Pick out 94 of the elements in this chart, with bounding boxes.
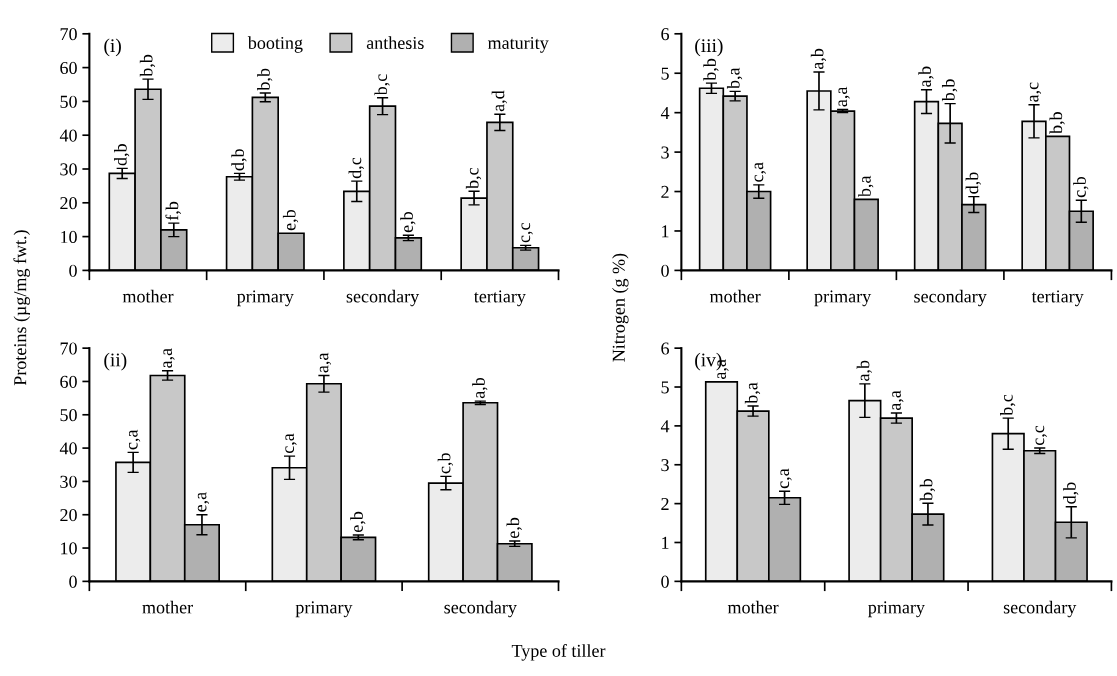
y-tick-label: 3	[661, 146, 669, 159]
data-label: b,a	[858, 175, 874, 198]
y-tick-label: 60	[60, 61, 77, 75]
x-tick-label: secondary	[444, 600, 517, 618]
data-label: b,a	[726, 67, 743, 90]
data-label: a,b	[856, 360, 872, 381]
data-label: b,c	[465, 167, 482, 189]
x-tick-label: primary	[868, 601, 925, 618]
y-tick-label: 1	[662, 536, 669, 549]
y-tick-label: 3	[661, 459, 669, 472]
y-tick-label: 50	[60, 409, 77, 422]
y-tick-label: 6	[661, 342, 670, 355]
data-label: a,a	[319, 352, 332, 373]
data-label: a,a	[163, 348, 175, 368]
x-axis-title: Type of tiller	[511, 644, 606, 661]
data-label: a,b	[810, 48, 827, 70]
y-tick-label: 2	[661, 497, 669, 510]
data-label: b,a	[744, 382, 761, 404]
data-label: d,b	[965, 172, 981, 194]
data-label: a,b	[472, 377, 488, 399]
y-tick-label: 4	[660, 107, 670, 119]
y-tick-label: 40	[59, 129, 77, 142]
x-tick-label: primary	[295, 601, 353, 618]
x-tick-label: mother	[142, 600, 193, 614]
y-tick-label: 0	[69, 575, 77, 588]
y-tick-label: 70	[60, 28, 77, 41]
data-label: e,b	[350, 511, 366, 533]
data-label: c,a	[754, 162, 766, 182]
x-tick-label: tertiary	[1031, 290, 1084, 307]
data-label: c,a	[780, 468, 792, 489]
x-tick-label: mother	[122, 289, 174, 303]
data-label: e,a	[197, 492, 210, 512]
y-tick-label: 2	[661, 185, 669, 198]
data-label: c,b	[1073, 176, 1089, 198]
data-label: b,b	[703, 58, 719, 81]
data-label: d,c	[348, 157, 364, 179]
x-tick-label: mother	[727, 600, 779, 614]
y-tick-label: 20	[60, 508, 77, 522]
data-label: c,a	[285, 433, 297, 454]
x-tick-label: tertiary	[473, 290, 526, 307]
data-label: a,d	[491, 90, 507, 112]
y-tick-label: 0	[661, 264, 669, 277]
y-tick-label: 5	[661, 67, 669, 80]
data-label: a,b	[918, 66, 934, 87]
y-tick-label: 70	[60, 342, 77, 355]
data-label: b,b	[919, 479, 936, 501]
y-tick-label: 60	[60, 375, 77, 388]
legend-label: anthesis	[366, 36, 424, 50]
legend-label: maturity	[487, 36, 549, 53]
x-tick-label: secondary	[346, 289, 420, 307]
data-label: a,a	[892, 390, 904, 411]
x-tick-label: primary	[814, 290, 872, 307]
data-label: b,b	[941, 79, 958, 102]
data-label: c,a	[128, 429, 141, 450]
y-tick-label: 20	[60, 197, 77, 210]
data-label: b,c	[374, 74, 390, 96]
y-tick-label: 6	[661, 28, 670, 41]
y-tick-label: 0	[69, 264, 77, 277]
data-label: d,b	[114, 144, 130, 166]
y-tick-label: 30	[60, 475, 77, 488]
legend-label: booting	[247, 36, 303, 53]
data-label: f,b	[165, 201, 181, 221]
data-label: c,c	[1035, 425, 1047, 446]
data-label: b,c	[1000, 394, 1016, 416]
data-label: c,b	[437, 453, 454, 474]
y-tick-label: 4	[660, 420, 670, 433]
x-tick-label: mother	[709, 289, 761, 303]
y-axis-title: Nitrogen (g %)	[612, 253, 629, 362]
data-label: e,b	[506, 517, 522, 539]
x-tick-label: secondary	[1003, 600, 1077, 618]
data-label: d,b	[231, 149, 247, 171]
y-tick-label: 10	[61, 542, 77, 555]
data-label: a,c	[1029, 82, 1042, 102]
y-tick-label: 10	[61, 230, 77, 244]
y-tick-label: 30	[60, 163, 77, 176]
x-tick-label: primary	[237, 290, 294, 307]
x-tick-label: secondary	[914, 289, 987, 307]
data-label: a,a	[838, 86, 850, 107]
y-tick-label: 40	[59, 442, 77, 455]
y-tick-label: 5	[661, 381, 669, 394]
y-axis-title: Proteins (µg/mg fwt.)	[13, 230, 31, 386]
data-label: b,b	[257, 68, 273, 91]
y-tick-label: 0	[661, 575, 669, 588]
chart-title: (iii)	[695, 38, 723, 57]
data-label: e,b	[400, 212, 416, 233]
y-tick-label: 1	[662, 225, 669, 238]
chart-title: (ii)	[104, 352, 127, 371]
data-label: e,b	[282, 209, 299, 231]
data-label: b,b	[139, 54, 156, 77]
y-tick-label: 50	[60, 95, 77, 108]
data-label: d,b	[1063, 482, 1079, 504]
chart-title: (i)	[104, 38, 121, 57]
data-label: b,b	[1049, 112, 1065, 134]
data-label: c,c	[521, 223, 533, 243]
